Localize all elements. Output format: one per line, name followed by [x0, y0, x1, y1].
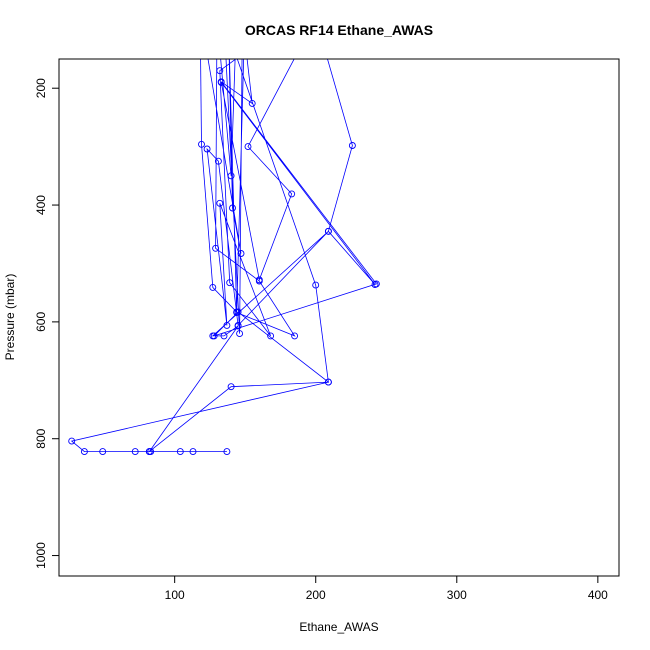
- data-point: [216, 199, 224, 207]
- chart-title: ORCAS RF14 Ethane_AWAS: [245, 22, 433, 38]
- y-axis-title: Pressure (mbar): [3, 274, 17, 361]
- data-point: [99, 448, 107, 456]
- data-point: [214, 157, 222, 165]
- data-point: [223, 321, 231, 329]
- data-point: [176, 448, 184, 456]
- data-point: [210, 332, 218, 340]
- data-point: [217, 78, 225, 86]
- y-tick-label: 800: [34, 428, 48, 448]
- data-point: [324, 227, 332, 235]
- data-point: [216, 67, 224, 75]
- data-point: [267, 332, 275, 340]
- data-point: [372, 280, 380, 288]
- data-point: [324, 378, 332, 386]
- series-line: [70, 59, 378, 452]
- data-point: [312, 281, 320, 289]
- data-point: [203, 145, 211, 153]
- data-point: [288, 190, 296, 198]
- data-point: [209, 283, 217, 291]
- data-point: [80, 448, 88, 456]
- data-point: [291, 332, 299, 340]
- y-tick-label: 400: [34, 195, 48, 215]
- data-point: [220, 332, 228, 340]
- data-point: [234, 308, 242, 316]
- data-point: [226, 279, 234, 287]
- y-tick-label: 200: [34, 78, 48, 98]
- x-axis: 100 200 300 400: [165, 576, 608, 602]
- data-point: [68, 437, 76, 445]
- data-point: [236, 330, 244, 338]
- points-layer: [68, 67, 380, 456]
- data-point: [255, 277, 263, 285]
- data-point: [131, 448, 139, 456]
- y-axis: 200 400 600 800 1000: [34, 78, 59, 569]
- data-point: [248, 99, 256, 107]
- data-point: [189, 448, 197, 456]
- data-point: [227, 383, 235, 391]
- data-point: [223, 448, 231, 456]
- y-tick-label: 1000: [34, 542, 48, 569]
- data-point: [145, 448, 153, 456]
- series-layer: [70, 59, 378, 452]
- x-tick-label: 100: [165, 588, 185, 602]
- data-point: [234, 321, 242, 329]
- plot-frame: [58, 58, 620, 577]
- y-tick-label: 600: [34, 312, 48, 332]
- x-tick-label: 200: [306, 588, 326, 602]
- data-point: [244, 143, 252, 151]
- data-point: [229, 204, 236, 212]
- data-point: [198, 140, 205, 148]
- x-tick-label: 300: [447, 588, 467, 602]
- data-point: [237, 250, 245, 257]
- data-point: [227, 172, 235, 180]
- x-axis-title: Ethane_AWAS: [299, 620, 378, 634]
- x-tick-label: 400: [588, 588, 608, 602]
- data-point: [212, 244, 220, 252]
- data-point: [348, 142, 356, 149]
